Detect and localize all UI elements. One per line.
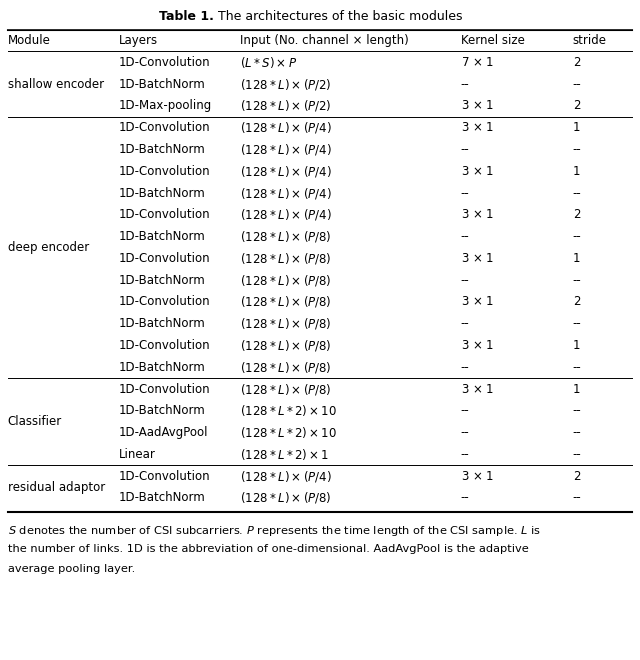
Text: 1D-BatchNorm: 1D-BatchNorm — [118, 78, 205, 90]
Text: $(128 * L * 2) \times 10$: $(128 * L * 2) \times 10$ — [240, 403, 337, 418]
Text: 1: 1 — [573, 339, 580, 352]
Text: Kernel size: Kernel size — [461, 34, 525, 48]
Text: 2: 2 — [573, 470, 580, 482]
Text: residual adaptor: residual adaptor — [8, 480, 105, 494]
Text: 1D-Convolution: 1D-Convolution — [118, 252, 210, 265]
Text: --: -- — [573, 187, 582, 199]
Text: 1D-BatchNorm: 1D-BatchNorm — [118, 143, 205, 156]
Text: 1D-BatchNorm: 1D-BatchNorm — [118, 361, 205, 374]
Text: --: -- — [573, 492, 582, 504]
Text: Classifier: Classifier — [8, 415, 62, 428]
Text: 1D-Convolution: 1D-Convolution — [118, 165, 210, 178]
Text: $(128 * L) \times (P/8)$: $(128 * L) \times (P/8)$ — [240, 251, 331, 266]
Text: 3 $\times$ 1: 3 $\times$ 1 — [461, 470, 494, 482]
Text: --: -- — [573, 317, 582, 330]
Text: 2: 2 — [573, 100, 580, 112]
Text: $(128 * L) \times (P/8)$: $(128 * L) \times (P/8)$ — [240, 338, 331, 353]
Text: --: -- — [461, 492, 470, 504]
Text: Linear: Linear — [118, 448, 156, 461]
Text: 2: 2 — [573, 209, 580, 221]
Text: 3 $\times$ 1: 3 $\times$ 1 — [461, 121, 494, 134]
Text: --: -- — [573, 78, 582, 90]
Text: $(128 * L) \times (P/4)$: $(128 * L) \times (P/4)$ — [240, 120, 332, 135]
Text: stride: stride — [573, 34, 607, 48]
Text: deep encoder: deep encoder — [8, 241, 89, 254]
Text: 1: 1 — [573, 383, 580, 395]
Text: 7 $\times$ 1: 7 $\times$ 1 — [461, 56, 494, 69]
Text: 3 $\times$ 1: 3 $\times$ 1 — [461, 165, 494, 178]
Text: 3 $\times$ 1: 3 $\times$ 1 — [461, 339, 494, 352]
Text: 1D-BatchNorm: 1D-BatchNorm — [118, 187, 205, 199]
Text: Input (No. channel × length): Input (No. channel × length) — [240, 34, 409, 48]
Text: 3 $\times$ 1: 3 $\times$ 1 — [461, 209, 494, 221]
Text: --: -- — [461, 448, 470, 461]
Text: 1D-Max-pooling: 1D-Max-pooling — [118, 100, 212, 112]
Text: 1D-BatchNorm: 1D-BatchNorm — [118, 274, 205, 286]
Text: $(128 * L) \times (P/8)$: $(128 * L) \times (P/8)$ — [240, 490, 331, 506]
Text: $(128 * L) \times (P/8)$: $(128 * L) \times (P/8)$ — [240, 273, 331, 288]
Text: --: -- — [461, 143, 470, 156]
Text: --: -- — [573, 405, 582, 417]
Text: --: -- — [461, 405, 470, 417]
Text: $(128 * L) \times (P/2)$: $(128 * L) \times (P/2)$ — [240, 98, 332, 114]
Text: $(128 * L * 2) \times 10$: $(128 * L * 2) \times 10$ — [240, 425, 337, 440]
Text: --: -- — [461, 317, 470, 330]
Text: 2: 2 — [573, 56, 580, 69]
Text: --: -- — [573, 230, 582, 243]
Text: 1: 1 — [573, 252, 580, 265]
Text: Table 1. The architectures of the basic modules: Table 1. The architectures of the basic … — [172, 10, 468, 23]
Text: Module: Module — [8, 34, 51, 48]
Text: $(128 * L) \times (P/8)$: $(128 * L) \times (P/8)$ — [240, 360, 331, 375]
Text: $(128 * L) \times (P/4)$: $(128 * L) \times (P/4)$ — [240, 142, 332, 157]
Text: $S$ denotes the number of CSI subcarriers. $P$ represents the time length of the: $S$ denotes the number of CSI subcarrier… — [8, 524, 541, 538]
Text: $(L * S) \times P$: $(L * S) \times P$ — [240, 55, 297, 70]
Text: 3 $\times$ 1: 3 $\times$ 1 — [461, 252, 494, 265]
Text: 1D-Convolution: 1D-Convolution — [118, 296, 210, 308]
Text: shallow encoder: shallow encoder — [8, 78, 104, 90]
Text: 1D-Convolution: 1D-Convolution — [118, 56, 210, 69]
Text: $(128 * L) \times (P/4)$: $(128 * L) \times (P/4)$ — [240, 164, 332, 179]
Text: --: -- — [573, 361, 582, 374]
Text: 1D-BatchNorm: 1D-BatchNorm — [118, 405, 205, 417]
Text: --: -- — [461, 274, 470, 286]
Text: $(128 * L) \times (P/8)$: $(128 * L) \times (P/8)$ — [240, 294, 331, 310]
Text: 3 $\times$ 1: 3 $\times$ 1 — [461, 100, 494, 112]
Text: $(128 * L) \times (P/2)$: $(128 * L) \times (P/2)$ — [240, 77, 332, 92]
Text: 1D-AadAvgPool: 1D-AadAvgPool — [118, 426, 208, 439]
Text: average pooling layer.: average pooling layer. — [8, 564, 135, 574]
Text: --: -- — [573, 143, 582, 156]
Text: --: -- — [461, 187, 470, 199]
Text: --: -- — [573, 448, 582, 461]
Text: 1D-Convolution: 1D-Convolution — [118, 339, 210, 352]
Text: --: -- — [461, 78, 470, 90]
Text: --: -- — [461, 361, 470, 374]
Text: 1D-BatchNorm: 1D-BatchNorm — [118, 317, 205, 330]
Text: 1D-Convolution: 1D-Convolution — [118, 470, 210, 482]
Text: 3 $\times$ 1: 3 $\times$ 1 — [461, 383, 494, 395]
Text: 1D-Convolution: 1D-Convolution — [118, 121, 210, 134]
Text: the number of links. 1D is the abbreviation of one-dimensional. AadAvgPool is th: the number of links. 1D is the abbreviat… — [8, 544, 529, 554]
Text: 1D-Convolution: 1D-Convolution — [118, 209, 210, 221]
Text: 1: 1 — [573, 165, 580, 178]
Text: $(128 * L) \times (P/8)$: $(128 * L) \times (P/8)$ — [240, 381, 331, 397]
Text: Table 1.: Table 1. — [159, 10, 214, 23]
Text: The architectures of the basic modules: The architectures of the basic modules — [214, 10, 462, 23]
Text: 2: 2 — [573, 296, 580, 308]
Text: --: -- — [461, 426, 470, 439]
Text: 1D-Convolution: 1D-Convolution — [118, 383, 210, 395]
Text: --: -- — [573, 426, 582, 439]
Text: $(128 * L) \times (P/4)$: $(128 * L) \times (P/4)$ — [240, 469, 332, 484]
Text: $(128 * L) \times (P/8)$: $(128 * L) \times (P/8)$ — [240, 316, 331, 331]
Text: $(128 * L) \times (P/4)$: $(128 * L) \times (P/4)$ — [240, 185, 332, 201]
Text: $(128 * L) \times (P/4)$: $(128 * L) \times (P/4)$ — [240, 207, 332, 222]
Text: $(128 * L * 2) \times 1$: $(128 * L * 2) \times 1$ — [240, 447, 330, 462]
Text: $(128 * L) \times (P/8)$: $(128 * L) \times (P/8)$ — [240, 229, 331, 244]
Text: 1D-BatchNorm: 1D-BatchNorm — [118, 492, 205, 504]
Text: Layers: Layers — [118, 34, 157, 48]
Text: 3 $\times$ 1: 3 $\times$ 1 — [461, 296, 494, 308]
Text: 1D-BatchNorm: 1D-BatchNorm — [118, 230, 205, 243]
Text: --: -- — [461, 230, 470, 243]
Text: 1: 1 — [573, 121, 580, 134]
Text: --: -- — [573, 274, 582, 286]
